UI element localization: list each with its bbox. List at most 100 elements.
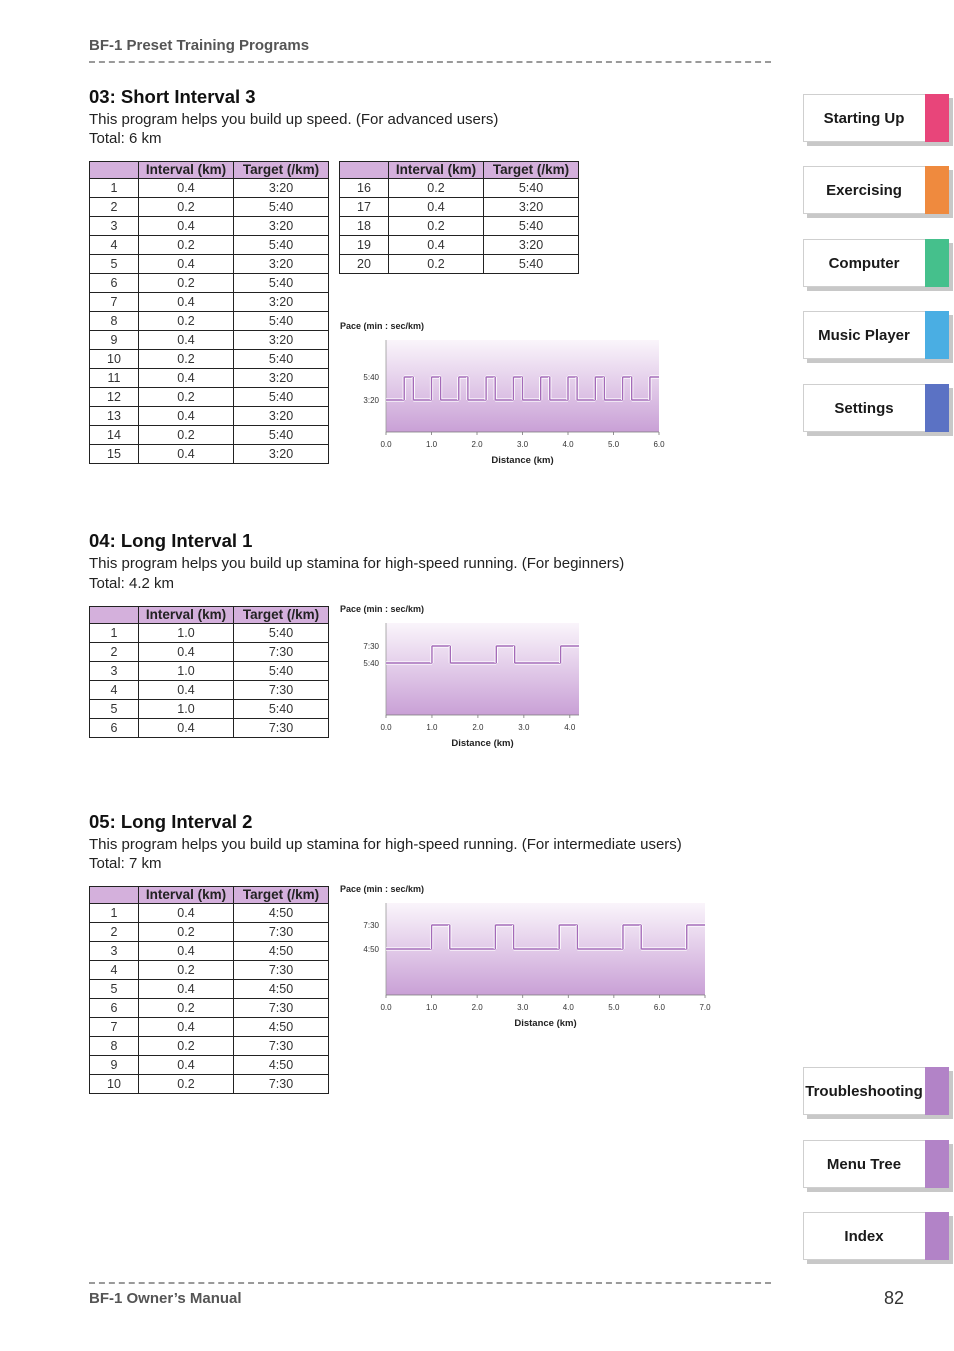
target-pace-cell: 5:40	[233, 235, 329, 255]
table-row: 5 0.4 4:50	[89, 979, 329, 999]
section-title-short-interval-3: 03: Short Interval 3	[89, 86, 256, 107]
section-total: Total: 4.2 km	[89, 575, 175, 592]
target-pace-cell: 5:40	[233, 311, 329, 331]
pace-segment	[559, 645, 579, 663]
row-index-cell: 17	[339, 197, 389, 217]
table-row: 9 0.4 4:50	[89, 1055, 329, 1075]
table-row: 4 0.2 7:30	[89, 960, 329, 980]
row-index-cell: 2	[89, 922, 139, 942]
row-index-cell: 14	[89, 425, 139, 445]
nav-tab-troubleshooting[interactable]: Troubleshooting	[803, 1067, 953, 1119]
row-index-cell: 2	[89, 197, 139, 217]
nav-tab-index[interactable]: Index	[803, 1212, 953, 1264]
tab-label: Troubleshooting	[805, 1082, 923, 1100]
target-pace-cell: 7:30	[233, 680, 329, 700]
row-index-cell: 3	[89, 661, 139, 681]
interval-cell: 1.0	[138, 623, 234, 643]
section-description: This program helps you build up stamina …	[89, 555, 625, 572]
tab-body	[803, 94, 949, 142]
nav-tab-menu-tree[interactable]: Menu Tree	[803, 1140, 953, 1192]
pace-segment	[686, 924, 705, 949]
target-pace-cell: 7:30	[233, 922, 329, 942]
nav-tab-starting-up[interactable]: Starting Up	[803, 94, 953, 146]
table-row: 7 0.4 4:50	[89, 1017, 329, 1037]
tab-color-accent	[925, 94, 949, 142]
pace-segment	[622, 924, 642, 949]
tab-color-accent	[925, 1067, 949, 1115]
table-header-index	[89, 886, 139, 904]
interval-table: Interval (km) Target (/km) 1 1.0 5:40 2 0.4 7…	[89, 606, 329, 738]
pace-segment	[549, 377, 568, 401]
target-pace-cell: 3:20	[233, 178, 329, 198]
nav-tab-exercising[interactable]: Exercising	[803, 166, 953, 218]
target-pace-cell: 7:30	[233, 1036, 329, 1056]
x-tick-label: 1.0	[426, 1003, 438, 1012]
table-row: 1 1.0 5:40	[89, 623, 329, 643]
interval-cell: 0.2	[138, 998, 234, 1018]
row-index-cell: 8	[89, 1036, 139, 1056]
target-pace-cell: 7:30	[233, 642, 329, 662]
pace-segment	[640, 925, 687, 950]
target-pace-cell: 5:40	[233, 425, 329, 445]
tab-label: Starting Up	[823, 109, 905, 127]
table-header-index	[339, 161, 389, 179]
interval-cell: 0.4	[138, 642, 234, 662]
nav-tab-settings[interactable]: Settings	[803, 384, 953, 436]
table-row: 2 0.2 7:30	[89, 922, 329, 942]
row-index-cell: 13	[89, 406, 139, 426]
target-pace-cell: 7:30	[233, 718, 329, 738]
table-header-interval: Interval (km)	[138, 886, 234, 904]
pace-chart-short-interval-3: Pace (min : sec/km) 5:40 3:20 0.0 1.0 2.0 3.0 4…	[340, 321, 665, 466]
interval-cell: 0.2	[138, 273, 234, 293]
pace-chart-long-interval-2: Pace (min : sec/km) 7:30 4:50 0.0 1.0 2.0 3.0 4…	[340, 884, 711, 1029]
table-row: 10 0.2 7:30	[89, 1074, 329, 1094]
interval-table-continued: Interval (km) Target (/km) 16 0.2 5:40 17 0.…	[339, 161, 579, 274]
target-pace-cell: 5:40	[483, 254, 579, 274]
page-number: 82	[884, 1288, 905, 1308]
row-index-cell: 3	[89, 216, 139, 236]
x-tick-label: 3.0	[517, 440, 529, 449]
tab-color-accent	[925, 384, 949, 432]
x-tick-label: 6.0	[654, 1003, 666, 1012]
tab-color-accent	[925, 239, 949, 287]
target-pace-cell: 4:50	[233, 941, 329, 961]
pace-segment	[576, 925, 623, 950]
row-index-cell: 7	[89, 1017, 139, 1037]
pace-segment	[449, 646, 497, 664]
interval-cell: 0.4	[138, 903, 234, 923]
x-tick-label: 4.0	[562, 440, 574, 449]
table-row: 5 1.0 5:40	[89, 699, 329, 719]
y-axis-label: Pace (min : sec/km)	[340, 604, 424, 614]
pace-segment	[430, 924, 450, 949]
pace-segment	[412, 377, 432, 401]
tab-color-accent	[925, 1140, 949, 1188]
interval-cell: 0.2	[138, 425, 234, 445]
row-index-cell: 5	[89, 699, 139, 719]
nav-tab-computer[interactable]: Computer	[803, 239, 953, 291]
target-pace-cell: 4:50	[233, 1055, 329, 1075]
target-pace-cell: 4:50	[233, 1017, 329, 1037]
table-header-index	[89, 161, 139, 179]
tab-body	[803, 1067, 949, 1115]
tab-label: Computer	[828, 254, 900, 272]
table-row: 7 0.4 3:20	[89, 292, 329, 312]
row-index-cell: 12	[89, 387, 139, 407]
interval-cell: 0.4	[138, 216, 234, 236]
table-header-interval: Interval (km)	[138, 606, 234, 624]
interval-cell: 0.2	[138, 235, 234, 255]
table-row: 6 0.2 7:30	[89, 998, 329, 1018]
pace-segment	[603, 377, 623, 401]
target-pace-cell: 4:50	[233, 979, 329, 999]
x-tick-label: 2.0	[472, 723, 484, 732]
target-pace-cell: 5:40	[233, 349, 329, 369]
table-row: 16 0.2 5:40	[339, 178, 579, 198]
interval-cell: 1.0	[138, 661, 234, 681]
pace-segment	[558, 924, 578, 949]
nav-tab-music-player[interactable]: Music Player	[803, 311, 953, 363]
row-index-cell: 7	[89, 292, 139, 312]
table-header-target: Target (/km)	[233, 606, 329, 624]
interval-cell: 0.4	[138, 941, 234, 961]
x-axis-label: Distance (km)	[491, 455, 553, 466]
x-tick-label: 4.0	[563, 1003, 575, 1012]
interval-table: Interval (km) Target (/km) 1 0.4 3:20 2 0.2 5…	[89, 161, 329, 464]
